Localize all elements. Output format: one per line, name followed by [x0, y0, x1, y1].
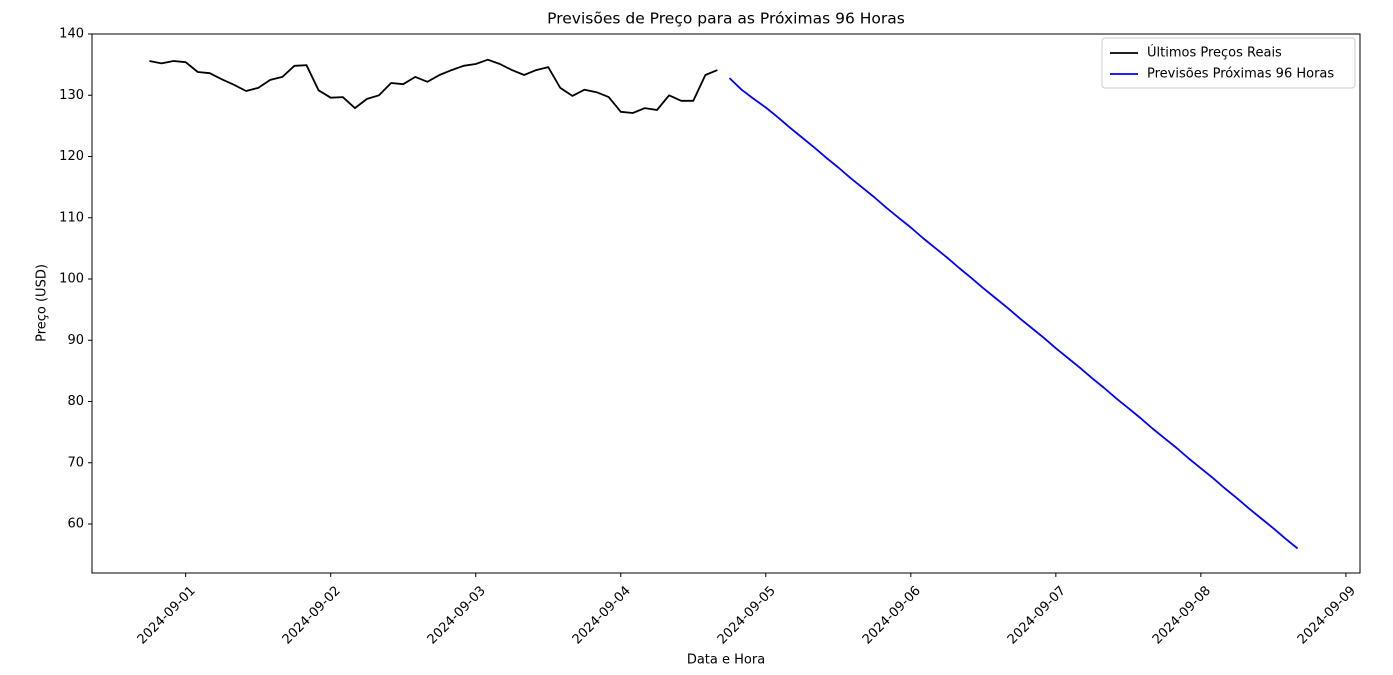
x-tick-label: 2024-09-07 — [1005, 583, 1069, 647]
y-tick-label: 60 — [67, 517, 84, 532]
x-tick-label: 2024-09-04 — [570, 583, 634, 647]
x-tick-label: 2024-09-08 — [1150, 583, 1214, 647]
x-tick-label: 2024-09-05 — [715, 583, 779, 647]
y-tick-label: 100 — [59, 272, 84, 287]
y-axis-label: Preço (USD) — [35, 264, 50, 342]
x-tick-label: 2024-09-06 — [860, 583, 924, 647]
legend-label: Previsões Próximas 96 Horas — [1147, 67, 1334, 82]
chart-title: Previsões de Preço para as Próximas 96 H… — [547, 10, 905, 28]
plot-frame — [91, 33, 1361, 574]
y-tick-label: 70 — [67, 455, 84, 470]
legend-box — [1101, 37, 1356, 89]
x-tick-label: 2024-09-02 — [280, 583, 344, 647]
y-tick-label: 80 — [67, 394, 84, 409]
series-line — [149, 58, 718, 114]
series-line — [728, 77, 1299, 550]
y-tick-label: 110 — [59, 210, 84, 225]
y-tick-label: 130 — [59, 88, 84, 103]
x-tick-label: 2024-09-01 — [135, 583, 199, 647]
x-tick-label: 2024-09-03 — [425, 583, 489, 647]
y-tick-label: 140 — [59, 27, 84, 42]
x-tick-label: 2024-09-09 — [1295, 583, 1359, 647]
legend-label: Últimos Preços Reais — [1147, 45, 1282, 61]
x-axis-label: Data e Hora — [687, 653, 765, 668]
y-tick-label: 120 — [59, 149, 84, 164]
y-tick-label: 90 — [67, 333, 84, 348]
